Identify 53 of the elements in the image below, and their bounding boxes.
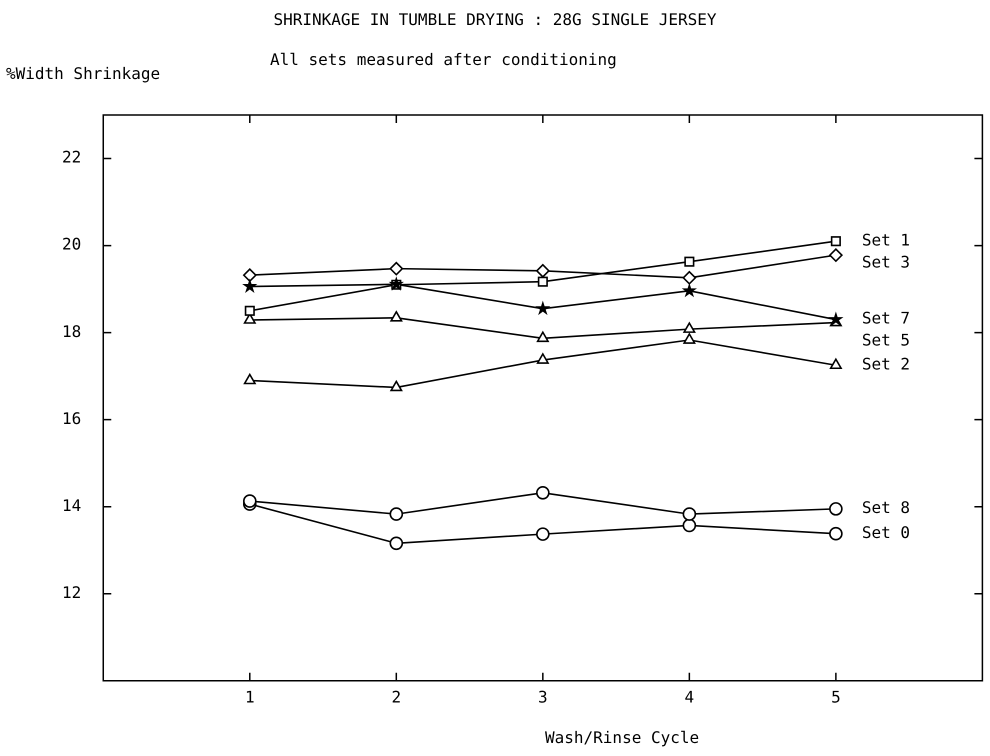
x-tick-label: 3 bbox=[538, 688, 548, 707]
point bbox=[682, 282, 697, 298]
y-tick-label: 20 bbox=[62, 234, 82, 254]
point bbox=[242, 494, 257, 508]
series-label: Set 7 bbox=[862, 308, 910, 328]
series-label: Set 3 bbox=[862, 252, 910, 272]
y-tick-label: 22 bbox=[62, 148, 82, 167]
x-axis-title: Wash/Rinse Cycle bbox=[545, 728, 700, 747]
point bbox=[536, 527, 550, 541]
point bbox=[244, 374, 256, 384]
point bbox=[682, 270, 696, 285]
point bbox=[538, 276, 548, 287]
point bbox=[390, 507, 404, 521]
point bbox=[828, 312, 844, 326]
point bbox=[830, 358, 842, 370]
y-tick-label: 16 bbox=[62, 408, 82, 428]
series-label: Set 2 bbox=[862, 354, 910, 374]
y-tick-label: 18 bbox=[62, 322, 82, 341]
series-label: Set 5 bbox=[862, 330, 910, 350]
x-tick-label: 1 bbox=[244, 688, 255, 707]
point bbox=[536, 486, 550, 500]
y-axis-title: %Width Shrinkage bbox=[6, 64, 160, 83]
point bbox=[683, 322, 696, 333]
point bbox=[390, 380, 402, 392]
point bbox=[390, 262, 404, 276]
point bbox=[244, 306, 255, 316]
point bbox=[242, 278, 258, 293]
chart-title: SHRINKAGE IN TUMBLE DRYING : 28G SINGLE JERSEY bbox=[272, 10, 718, 29]
series-label: Set 0 bbox=[862, 522, 910, 542]
point bbox=[390, 311, 402, 322]
series-label: Set 1 bbox=[862, 230, 910, 250]
point bbox=[829, 248, 843, 262]
point bbox=[683, 333, 696, 344]
x-tick-label: 5 bbox=[831, 688, 841, 707]
point bbox=[829, 502, 843, 516]
y-tick-label: 14 bbox=[62, 496, 82, 515]
x-tick-label: 4 bbox=[684, 688, 694, 707]
point bbox=[536, 264, 550, 278]
point bbox=[829, 526, 843, 540]
x-tick-label: 2 bbox=[391, 688, 402, 707]
point bbox=[684, 256, 694, 267]
point bbox=[682, 507, 696, 521]
y-tick-label: 12 bbox=[62, 582, 82, 602]
point bbox=[536, 331, 549, 342]
point bbox=[242, 268, 257, 282]
point bbox=[390, 536, 404, 550]
point bbox=[830, 236, 841, 246]
point bbox=[536, 353, 549, 364]
point bbox=[682, 518, 696, 532]
point bbox=[535, 300, 550, 316]
chart-subtitle: All sets measured after conditioning bbox=[270, 50, 617, 69]
series-label: Set 8 bbox=[862, 498, 910, 518]
point bbox=[388, 276, 404, 291]
